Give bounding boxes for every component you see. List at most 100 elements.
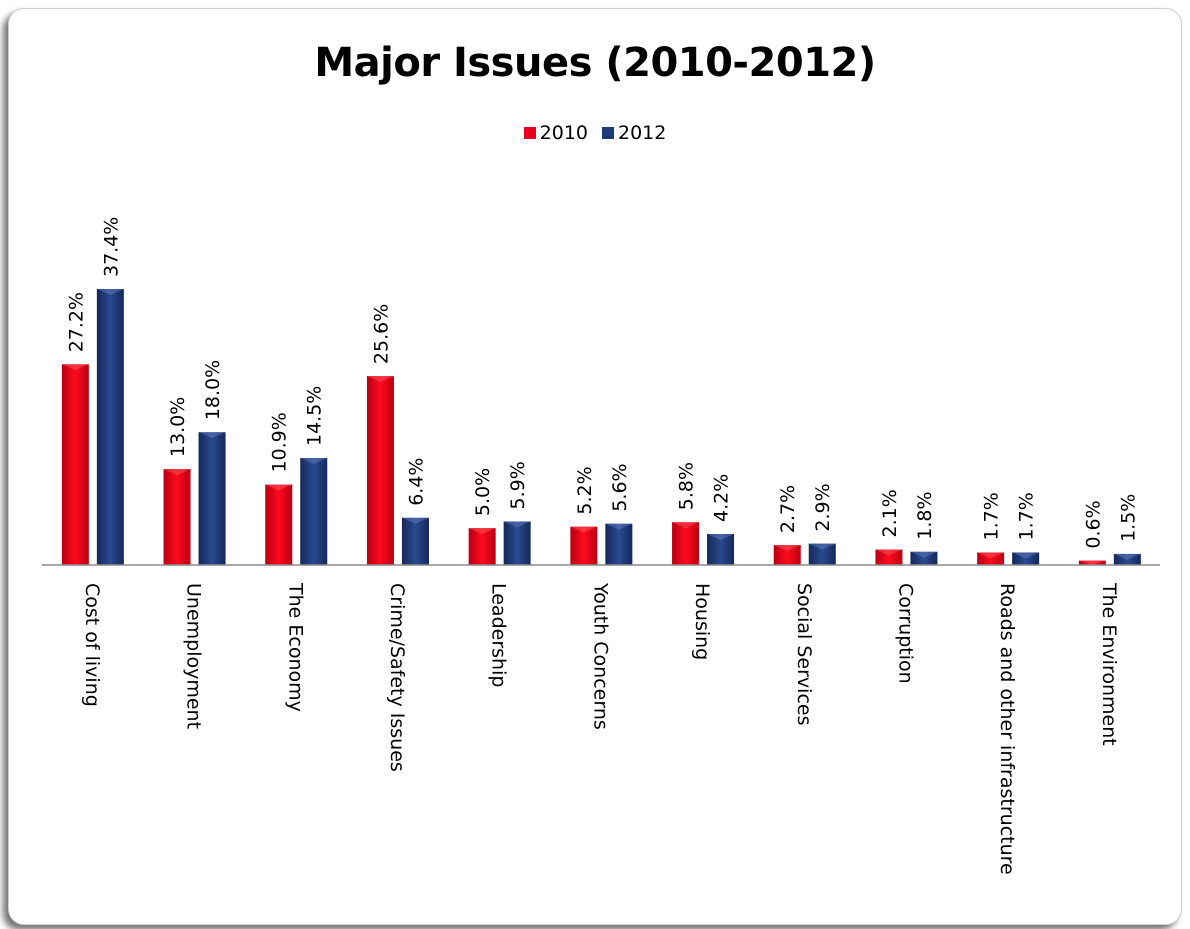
bar-bevel-2010-8 (875, 549, 903, 556)
bar-rect-2012-8 (910, 551, 938, 565)
value-label-2010-10: 0.6% (1082, 500, 1104, 548)
chart-legend: 2010 2012 (0, 122, 1190, 144)
bar-rect-2012-6 (707, 534, 735, 565)
bar-bevel-2010-6 (672, 522, 700, 529)
bar-2012-0 (96, 289, 124, 565)
value-label-2010-4: 5.0% (472, 468, 494, 516)
bar-rect-2010-10 (1078, 560, 1106, 565)
chart-title: Major Issues (2010-2012) (314, 40, 876, 86)
bar-rect-2010-8 (875, 549, 903, 565)
bar-2010-4 (468, 528, 496, 565)
bar-bevel-2010-4 (468, 528, 496, 535)
bar-bevel-2010-1 (163, 469, 191, 476)
legend-swatch-2010 (523, 127, 536, 139)
bar-2010-2 (265, 484, 293, 565)
bar-2012-7 (808, 543, 836, 565)
bar-bevel-2012-8 (910, 551, 938, 558)
value-label-2012-8: 1.8% (914, 491, 936, 539)
bar-2012-8 (910, 551, 938, 565)
bar-rect-2012-0 (96, 289, 124, 565)
bar-bevel-2012-3 (401, 517, 429, 524)
category-label-3: Crime/Safety Issues (386, 583, 408, 772)
bar-bevel-2010-2 (265, 484, 293, 491)
bar-bevel-2010-3 (366, 376, 394, 383)
bar-bevel-2012-1 (198, 432, 226, 439)
bar-rect-2012-2 (300, 457, 328, 565)
category-label-5: Youth Concerns (589, 582, 611, 730)
bar-rect-2012-10 (1113, 553, 1141, 565)
bar-rect-2010-1 (163, 469, 191, 565)
category-label-2: The Economy (284, 582, 306, 712)
labels-group: 27.2% 37.4% Cost of living 13.0% 18.0% Unempl… (65, 217, 1139, 875)
bar-bevel-2010-5 (570, 526, 598, 533)
category-label-0: Cost of living (81, 583, 103, 707)
value-label-2010-8: 2.1% (879, 489, 901, 537)
bar-rect-2010-7 (773, 545, 801, 565)
bar-2012-2 (300, 457, 328, 565)
bars-group (61, 289, 1141, 565)
bar-rect-2012-5 (605, 523, 633, 565)
bar-rect-2012-7 (808, 543, 836, 565)
bar-bevel-2012-4 (503, 521, 531, 528)
bar-bevel-2010-7 (773, 545, 801, 552)
bar-bevel-2010-0 (61, 364, 89, 371)
bar-rect-2010-3 (366, 376, 394, 565)
bar-bevel-2012-5 (605, 523, 633, 530)
bar-2012-9 (1012, 552, 1040, 565)
bar-bevel-2010-10 (1078, 560, 1106, 565)
value-label-2012-1: 18.0% (202, 360, 224, 420)
bar-rect-2010-2 (265, 484, 293, 565)
legend-label-2010: 2010 (539, 122, 588, 144)
value-label-2012-9: 1.7% (1016, 492, 1038, 540)
value-label-2012-0: 37.4% (100, 217, 122, 277)
bar-2010-10 (1078, 560, 1106, 565)
bar-2010-8 (875, 549, 903, 565)
legend-swatch-2012 (602, 127, 614, 139)
legend-label-2012: 2012 (618, 122, 667, 144)
bar-bevel-2012-2 (300, 457, 328, 464)
bar-bevel-2012-6 (707, 534, 735, 541)
bar-rect-2010-6 (672, 522, 700, 565)
value-label-2010-3: 25.6% (370, 304, 392, 364)
bar-2010-9 (977, 552, 1005, 565)
value-label-2010-6: 5.8% (676, 462, 698, 510)
value-label-2010-2: 10.9% (269, 412, 291, 472)
bar-2012-10 (1113, 553, 1141, 565)
category-label-1: Unemployment (183, 583, 205, 729)
bar-bevel-2012-7 (808, 543, 836, 550)
value-label-2012-6: 4.2% (711, 474, 733, 522)
bar-2010-5 (570, 526, 598, 565)
value-label-2010-7: 2.7% (777, 485, 799, 533)
value-label-2012-4: 5.9% (507, 461, 529, 509)
bar-2010-0 (61, 364, 89, 565)
bar-rect-2010-9 (977, 552, 1005, 565)
category-label-10: The Environment (1098, 582, 1120, 746)
bar-bevel-2012-9 (1012, 552, 1040, 559)
bar-rect-2012-9 (1012, 552, 1040, 565)
bar-2010-3 (366, 376, 394, 565)
value-label-2012-3: 6.4% (405, 457, 427, 505)
value-label-2012-2: 14.5% (304, 386, 326, 446)
bar-rect-2012-1 (198, 432, 226, 565)
bar-2012-1 (198, 432, 226, 565)
bar-2010-1 (163, 469, 191, 565)
legend-item-2012: 2012 (602, 122, 666, 144)
bar-2012-4 (503, 521, 531, 565)
value-label-2012-5: 5.6% (609, 463, 631, 511)
legend-item-2010: 2010 (523, 122, 588, 144)
value-label-2012-7: 2.9% (812, 483, 834, 531)
bar-bevel-2012-10 (1113, 553, 1141, 560)
bar-bevel-2012-0 (96, 289, 124, 295)
bar-2010-6 (672, 522, 700, 565)
value-label-2010-9: 1.7% (981, 492, 1003, 540)
bar-2010-7 (773, 545, 801, 565)
bar-rect-2010-5 (570, 526, 598, 565)
category-label-6: Housing (691, 583, 713, 660)
value-label-2010-5: 5.2% (574, 466, 596, 514)
bar-2012-5 (605, 523, 633, 565)
bar-rect-2010-4 (468, 528, 496, 565)
value-label-2010-0: 27.2% (65, 292, 87, 352)
value-label-2010-1: 13.0% (167, 397, 189, 457)
bar-rect-2012-4 (503, 521, 531, 565)
